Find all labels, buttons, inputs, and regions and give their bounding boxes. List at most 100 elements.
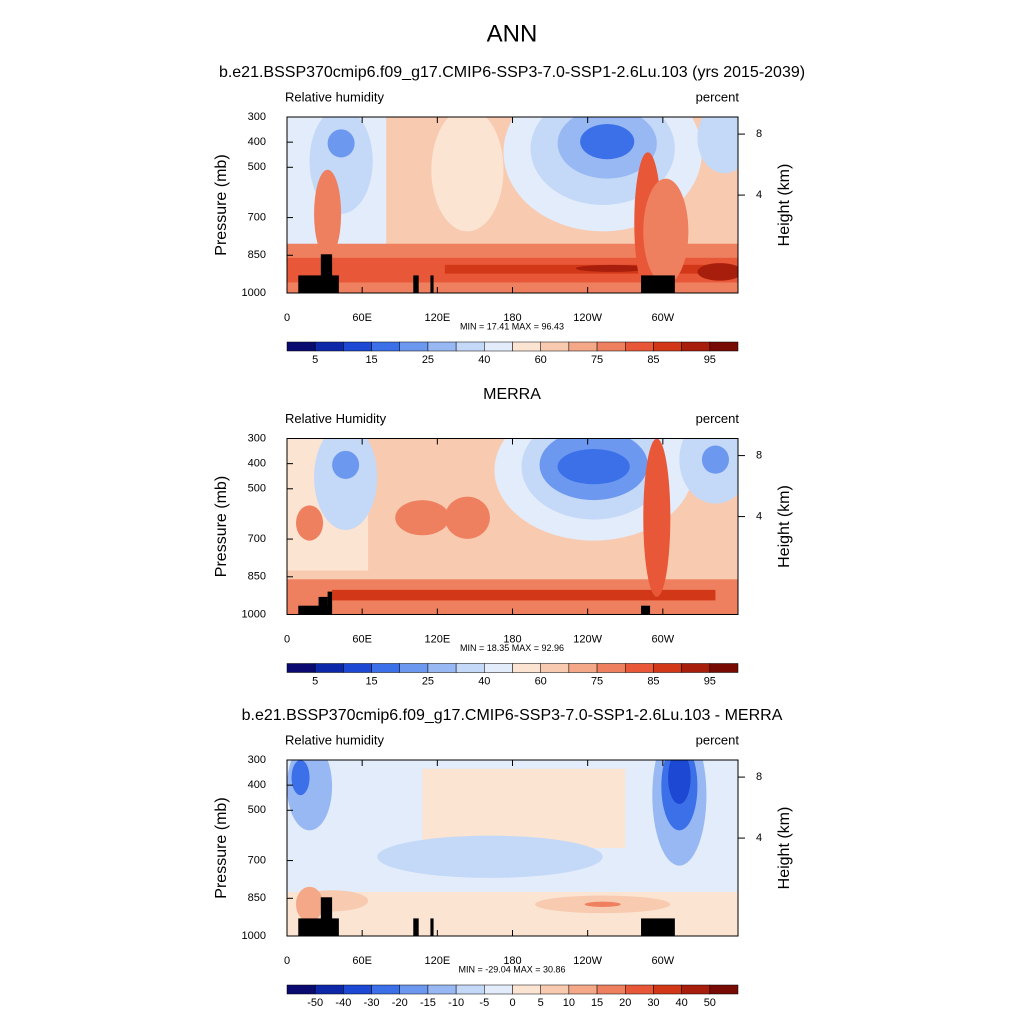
colorbar-box bbox=[568, 663, 598, 673]
contour-field bbox=[287, 760, 738, 936]
panel: b.e21.BSSP370cmip6.f09_g17.CMIP6-SSP3-7.… bbox=[213, 707, 793, 1009]
contour-region bbox=[332, 589, 716, 601]
colorbar-box bbox=[709, 984, 739, 995]
colorbar-box bbox=[625, 341, 654, 352]
y2-tick-label: 8 bbox=[756, 771, 762, 783]
y-tick-label: 700 bbox=[248, 854, 266, 866]
x-tick-label: 0 bbox=[284, 633, 290, 645]
colorbar-box bbox=[512, 341, 541, 352]
colorbar-box bbox=[625, 663, 654, 673]
y-tick-label: 500 bbox=[248, 161, 266, 173]
colorbar-label: 95 bbox=[704, 354, 716, 366]
terrain bbox=[641, 605, 651, 615]
contour-region bbox=[314, 169, 342, 258]
y2-tick-label: 8 bbox=[756, 449, 762, 461]
colorbar-label: 5 bbox=[538, 997, 544, 1009]
left-label: Relative humidity bbox=[285, 89, 384, 104]
colorbar-box bbox=[455, 663, 485, 673]
colorbar-box bbox=[653, 984, 682, 995]
x-tick-label: 180 bbox=[503, 955, 521, 967]
terrain bbox=[641, 918, 675, 936]
colorbar-box bbox=[371, 984, 400, 995]
colorbar-box bbox=[568, 984, 598, 995]
contour-region bbox=[422, 768, 626, 848]
contour-region bbox=[377, 835, 603, 878]
colorbar-box bbox=[596, 984, 626, 995]
colorbar-box bbox=[371, 663, 400, 673]
x-tick-label: 0 bbox=[284, 955, 290, 967]
colorbar-label: 40 bbox=[478, 675, 490, 687]
contour-region bbox=[584, 901, 621, 907]
colorbar-label: 5 bbox=[312, 354, 318, 366]
colorbar-label: -10 bbox=[448, 997, 464, 1009]
colorbar-box bbox=[343, 984, 372, 995]
colorbar-label: 25 bbox=[422, 675, 434, 687]
y-axis-title: Pressure (mb) bbox=[213, 797, 230, 898]
terrain bbox=[413, 918, 419, 936]
colorbar-box bbox=[484, 984, 513, 995]
y-tick-label: 850 bbox=[248, 249, 266, 261]
x-tick-label: 60E bbox=[352, 312, 372, 324]
terrain bbox=[318, 596, 328, 615]
y-tick-label: 1000 bbox=[242, 608, 266, 620]
colorbar-box bbox=[512, 984, 541, 995]
colorbar-label: -20 bbox=[392, 997, 408, 1009]
y2-tick-label: 4 bbox=[756, 510, 762, 522]
x-tick-label: 60W bbox=[652, 955, 675, 967]
colorbar-label: 50 bbox=[704, 997, 716, 1009]
colorbar-box bbox=[371, 341, 400, 352]
y2-axis-title: Height (km) bbox=[776, 485, 793, 568]
x-tick-label: 120W bbox=[573, 955, 602, 967]
colorbar-box bbox=[653, 341, 682, 352]
figure-title: ANN bbox=[487, 20, 538, 47]
y-tick-label: 400 bbox=[248, 136, 266, 148]
colorbar-label: 85 bbox=[647, 354, 659, 366]
colorbar-label: 60 bbox=[535, 675, 547, 687]
colorbar-box bbox=[540, 984, 570, 995]
contour-region bbox=[431, 117, 504, 232]
y-tick-label: 850 bbox=[248, 571, 266, 583]
colorbar-label: 25 bbox=[422, 354, 434, 366]
y-axis-title: Pressure (mb) bbox=[213, 154, 230, 255]
min-max: MIN = -29.04 MAX = 30.86 bbox=[458, 964, 565, 974]
contour-region bbox=[296, 886, 324, 922]
x-tick-label: 60E bbox=[352, 633, 372, 645]
colorbar-box bbox=[484, 341, 513, 352]
x-tick-label: 120E bbox=[424, 312, 450, 324]
terrain bbox=[327, 591, 333, 615]
panel-title: b.e21.BSSP370cmip6.f09_g17.CMIP6-SSP3-7.… bbox=[219, 64, 805, 81]
colorbar-box bbox=[286, 663, 316, 673]
y2-tick-label: 8 bbox=[756, 128, 762, 140]
colorbar-box bbox=[427, 341, 457, 352]
panel: MERRA Relative Humidity percent 0 60E 120E 180… bbox=[213, 386, 793, 687]
contour-field bbox=[287, 117, 738, 293]
contour-region bbox=[291, 760, 310, 796]
x-tick-label: 0 bbox=[284, 312, 290, 324]
contour-region bbox=[697, 263, 738, 281]
colorbar-label: -50 bbox=[307, 997, 323, 1009]
contour-region bbox=[668, 760, 691, 804]
terrain bbox=[298, 605, 330, 615]
right-label: percent bbox=[696, 89, 740, 104]
y-tick-label: 300 bbox=[248, 432, 266, 444]
y2-tick-label: 4 bbox=[756, 189, 762, 201]
y-tick-label: 400 bbox=[248, 779, 266, 791]
contour-region bbox=[580, 124, 635, 160]
x-tick-label: 120W bbox=[573, 633, 602, 645]
y-tick-label: 700 bbox=[248, 211, 266, 223]
colorbar-label: -15 bbox=[420, 997, 436, 1009]
terrain bbox=[298, 275, 339, 293]
colorbar-box bbox=[455, 984, 485, 995]
y-tick-label: 300 bbox=[248, 111, 266, 123]
panel-title: MERRA bbox=[483, 386, 541, 403]
colorbar-box bbox=[343, 663, 372, 673]
right-label: percent bbox=[696, 732, 740, 747]
terrain bbox=[430, 918, 434, 936]
colorbar-label: 20 bbox=[619, 997, 631, 1009]
contour-region bbox=[332, 450, 360, 479]
x-tick-label: 180 bbox=[503, 633, 521, 645]
y-tick-label: 300 bbox=[248, 754, 266, 766]
colorbar-label: 15 bbox=[365, 354, 377, 366]
colorbar-label: -40 bbox=[335, 997, 351, 1009]
colorbar-box bbox=[455, 341, 485, 352]
